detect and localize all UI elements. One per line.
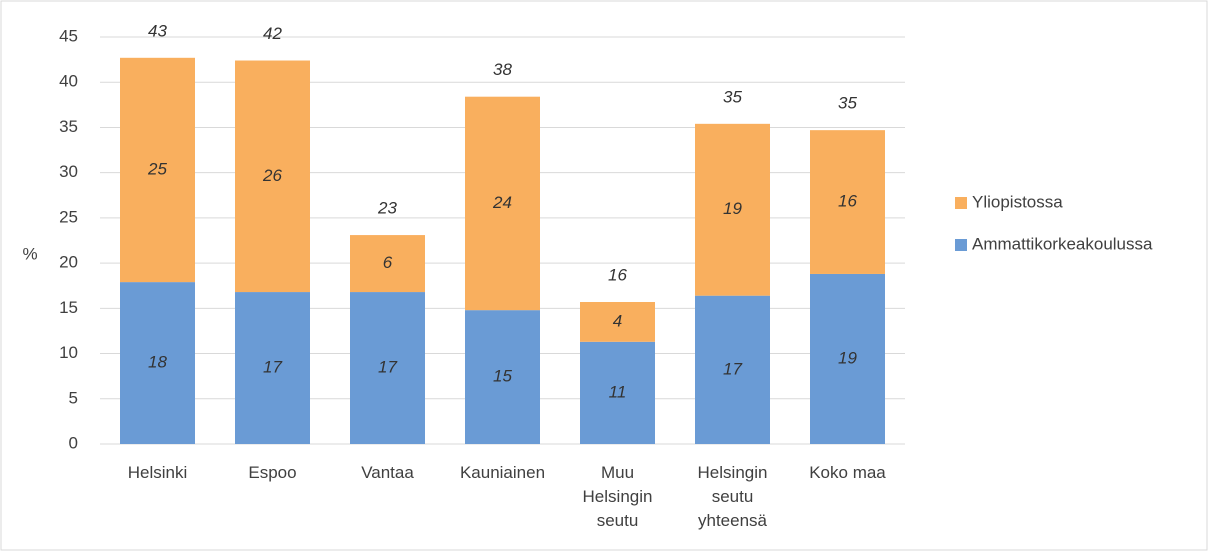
- x-tick-label: Helsinki: [128, 463, 188, 482]
- bar-segment: [580, 302, 655, 342]
- legend-label: Yliopistossa: [972, 192, 1063, 211]
- legend-swatch: [955, 197, 967, 209]
- bar-segment: [120, 57, 195, 283]
- bar-segment: [695, 123, 770, 296]
- bar-segment: [235, 292, 310, 444]
- y-tick-label: 0: [69, 433, 78, 452]
- value-label: 24: [492, 193, 512, 212]
- total-label: 35: [723, 87, 742, 106]
- value-label: 18: [148, 353, 167, 372]
- total-label: 43: [148, 21, 167, 40]
- bar-segment: [235, 60, 310, 293]
- value-label: 17: [378, 358, 397, 377]
- total-label: 23: [377, 199, 397, 218]
- bar-segment: [810, 273, 885, 444]
- bar-segment: [695, 295, 770, 444]
- y-axis-label: %: [22, 244, 37, 263]
- total-label: 42: [263, 24, 282, 43]
- y-tick-label: 45: [59, 26, 78, 45]
- y-tick-label: 30: [59, 162, 78, 181]
- value-label: 11: [609, 382, 627, 401]
- value-label: 26: [262, 166, 282, 185]
- value-label: 25: [147, 159, 167, 178]
- bar-segment: [580, 341, 655, 444]
- bar-segment: [465, 310, 540, 444]
- bar-segment: [350, 235, 425, 293]
- x-tick-label: Koko maa: [809, 463, 886, 482]
- y-tick-label: 35: [59, 117, 78, 136]
- value-label: 15: [493, 367, 512, 386]
- x-tick-label: Muu Helsingin seutu: [583, 463, 653, 530]
- bar-segment: [120, 282, 195, 444]
- value-label: 6: [383, 253, 393, 272]
- total-label: 16: [608, 265, 627, 284]
- x-tick-label: Helsingin seutu yhteensä: [698, 463, 768, 530]
- value-label: 19: [838, 348, 857, 367]
- legend-label: Ammattikorkeakoulussa: [972, 234, 1153, 253]
- legend-swatch: [955, 239, 967, 251]
- value-label: 16: [838, 192, 857, 211]
- value-label: 19: [723, 199, 742, 218]
- value-label: 4: [613, 311, 622, 330]
- value-label: 17: [723, 359, 742, 378]
- y-tick-label: 5: [69, 388, 78, 407]
- x-tick-label: Vantaa: [361, 463, 414, 482]
- y-tick-label: 40: [59, 72, 78, 91]
- bar-segment: [350, 292, 425, 444]
- bar-segment: [465, 96, 540, 311]
- x-tick-label: Kauniainen: [460, 463, 545, 482]
- total-label: 35: [838, 94, 857, 113]
- value-label: 17: [263, 358, 282, 377]
- y-tick-label: 20: [59, 253, 78, 272]
- y-tick-label: 10: [59, 343, 78, 362]
- x-tick-label: Espoo: [248, 463, 296, 482]
- total-label: 38: [493, 60, 512, 79]
- bar-segment: [810, 130, 885, 274]
- y-tick-label: 25: [59, 207, 78, 226]
- y-tick-label: 15: [59, 298, 78, 317]
